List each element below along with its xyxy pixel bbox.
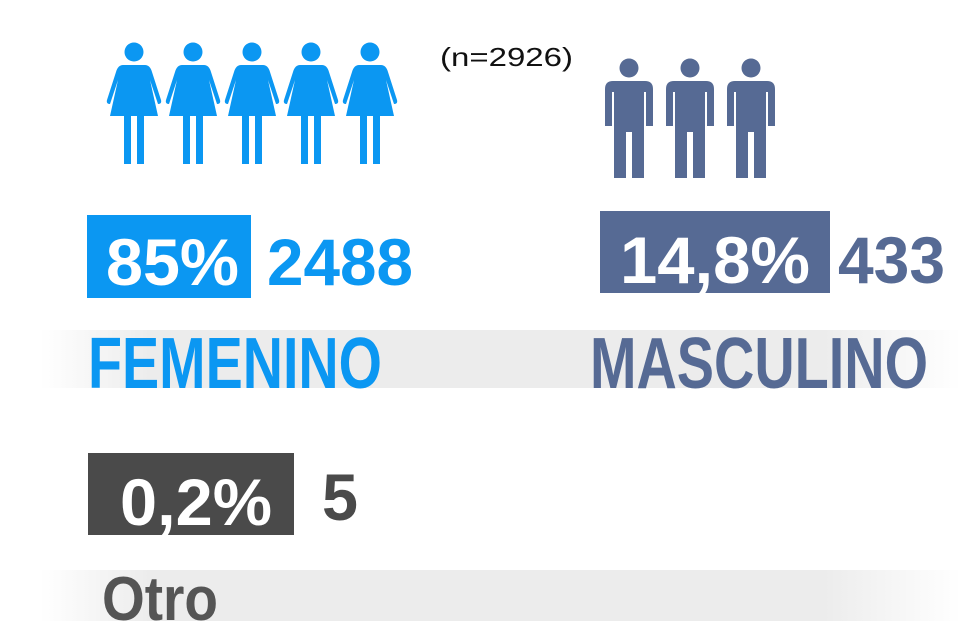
percent-box [88,453,294,535]
group-label: Otro [102,565,218,621]
male-icon [727,58,775,178]
female-icons [106,42,398,164]
count: 433 [838,223,945,297]
male-icon [605,58,653,178]
count: 2488 [267,225,413,299]
count: 5 [322,460,358,534]
female-icon [283,42,339,164]
percent: 0,2% [120,465,272,539]
sample-size: (n=2926) [440,42,573,72]
percent: 85% [106,225,239,299]
male-icon [666,58,714,178]
percent-box [87,215,251,298]
female-icon [224,42,280,164]
female-icon [106,42,162,164]
group-label: FEMENINO [88,324,382,404]
male-icons [605,58,775,178]
female-icon [342,42,398,164]
percent-box [600,211,830,293]
percent: 14,8% [620,223,810,297]
group-label: MASCULINO [590,324,928,404]
label-band [40,330,961,388]
female-icon [165,42,221,164]
label-band [40,570,961,621]
